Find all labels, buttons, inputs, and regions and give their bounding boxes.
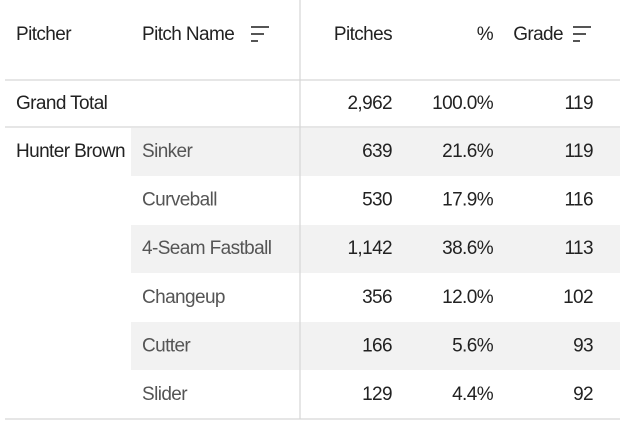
cell: 1,142 bbox=[347, 238, 392, 259]
total-cell: 2,962 bbox=[347, 93, 392, 114]
cell: 102 bbox=[563, 287, 593, 308]
cell: 5.6% bbox=[452, 335, 494, 356]
row-stripe bbox=[131, 128, 620, 176]
sort-icon[interactable] bbox=[573, 26, 591, 42]
column-header[interactable]: Pitches bbox=[334, 24, 393, 45]
cell: 38.6% bbox=[442, 238, 494, 259]
pitch-name: Slider bbox=[142, 384, 188, 405]
row-stripe bbox=[131, 225, 620, 273]
column-header[interactable]: % bbox=[477, 24, 495, 45]
cell: 12.0% bbox=[442, 287, 494, 308]
cell: 4.4% bbox=[452, 384, 494, 405]
cell: 116 bbox=[565, 190, 594, 211]
row-stripe bbox=[131, 322, 620, 370]
pitch-name: Cutter bbox=[142, 335, 191, 356]
cell: 113 bbox=[565, 238, 594, 259]
cell: 356 bbox=[362, 287, 392, 308]
cell: 21.6% bbox=[442, 141, 494, 162]
cell: 92 bbox=[573, 384, 593, 405]
cell: 639 bbox=[362, 141, 392, 162]
pitcher-name: Hunter Brown bbox=[16, 141, 125, 162]
total-label: Grand Total bbox=[16, 93, 107, 114]
total-cell: 100.0% bbox=[432, 93, 494, 114]
column-header[interactable]: Pitcher bbox=[16, 24, 73, 45]
cell: 166 bbox=[362, 335, 392, 356]
cell: 17.9% bbox=[442, 190, 494, 211]
pitch-name: Curveball bbox=[142, 190, 217, 211]
sort-icon[interactable] bbox=[251, 26, 269, 42]
cell: 93 bbox=[573, 335, 593, 356]
column-header[interactable]: Grade bbox=[513, 24, 563, 45]
total-cell: 119 bbox=[565, 93, 594, 114]
pitch-name: Changeup bbox=[142, 287, 225, 308]
cell: 119 bbox=[565, 141, 594, 162]
cell: 530 bbox=[362, 190, 392, 211]
cell: 129 bbox=[362, 384, 392, 405]
pitch-name: 4-Seam Fastball bbox=[142, 238, 271, 259]
pitch-name: Sinker bbox=[142, 141, 194, 162]
column-header[interactable]: Pitch Name bbox=[142, 24, 235, 45]
